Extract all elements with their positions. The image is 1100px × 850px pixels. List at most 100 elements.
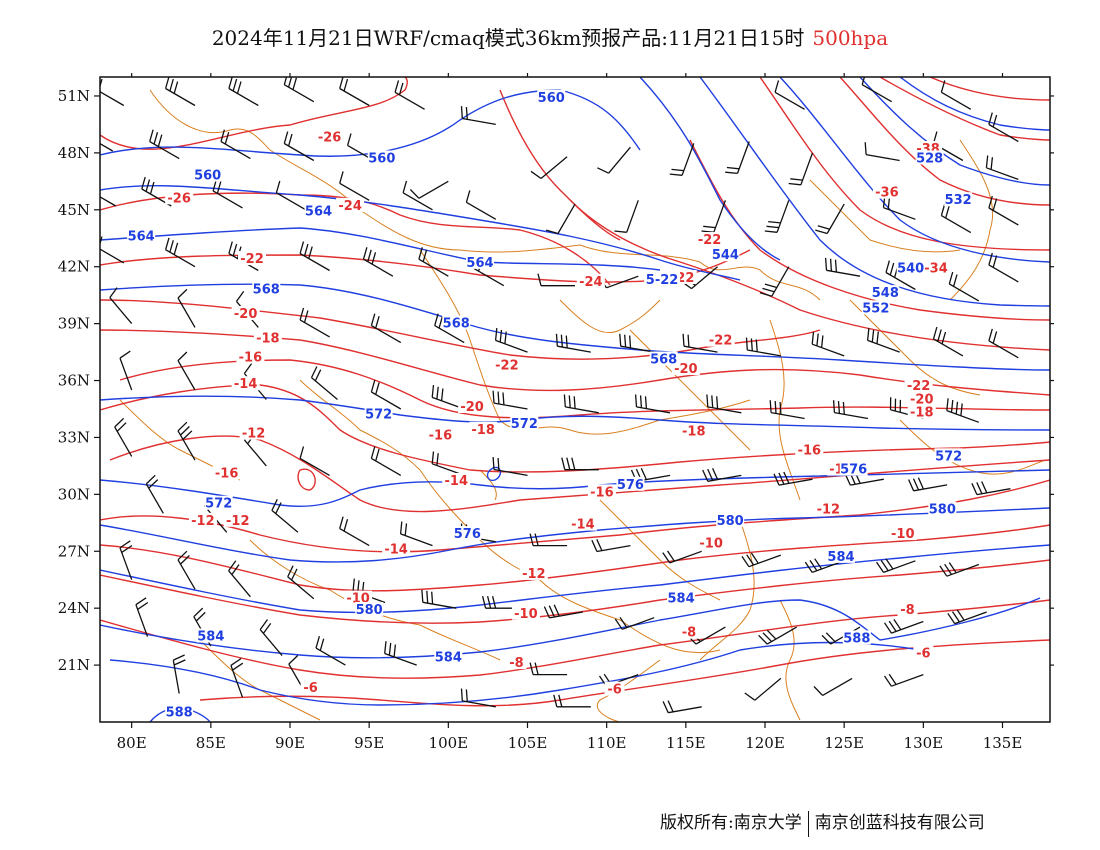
wind-barb — [145, 474, 164, 514]
height-label: 580 — [717, 514, 744, 529]
wind-barb — [706, 394, 742, 414]
wind-barb — [758, 626, 798, 645]
wind-barb — [861, 77, 893, 103]
contour-label-bg — [196, 628, 225, 643]
y-tick-label: 33N — [58, 428, 90, 446]
height-label: 568 — [443, 317, 470, 332]
temperature-label: -16 — [590, 485, 614, 500]
temperature-contour — [100, 77, 408, 150]
wind-barb — [614, 200, 639, 233]
height-label: 564 — [128, 229, 155, 244]
y-axis: 51N 48N 45N 42N 39N 36N 33N 30N 27N 24N 21N — [58, 87, 1054, 674]
y-tick-label: 39N — [58, 315, 90, 333]
wind-barb — [971, 481, 1011, 496]
wind-barb — [725, 141, 750, 175]
wind-barb — [545, 203, 576, 235]
wind-barb — [481, 596, 520, 609]
contour-label-bg — [679, 624, 699, 639]
wind-barb — [409, 180, 449, 199]
wind-barb — [114, 417, 133, 457]
height-contour — [100, 469, 1050, 508]
wind-barb — [384, 641, 417, 666]
wind-barb — [537, 273, 575, 287]
temperature-contour — [499, 89, 621, 241]
wind-barb — [824, 257, 861, 277]
wind-barb — [864, 142, 900, 162]
wind-barb — [614, 616, 655, 630]
temperature-label: -34 — [924, 262, 948, 277]
temperature-label: -10 — [891, 527, 915, 542]
wind-barb — [988, 112, 1019, 143]
x-tick-label: 100E — [429, 734, 469, 752]
height-contour — [100, 544, 1050, 614]
wind-barb — [434, 313, 465, 344]
wind-barb — [543, 604, 584, 619]
title-level: 500hpa — [812, 26, 889, 50]
wind-barb — [394, 80, 425, 110]
contour-label-bg — [695, 232, 724, 247]
wind-barb — [228, 560, 251, 598]
wind-barb — [529, 533, 568, 547]
wind-barb — [885, 260, 916, 291]
height-contour — [100, 507, 1050, 563]
boundary-line — [779, 599, 801, 721]
wind-barb — [135, 597, 149, 637]
height-label: 580 — [356, 603, 383, 618]
contour-label-bg — [492, 357, 521, 372]
wind-barb — [370, 379, 402, 410]
contour-label-bg — [888, 526, 917, 541]
temperature-label: -22 — [907, 379, 931, 394]
wind-barb — [634, 394, 671, 414]
wind-barb — [662, 700, 702, 714]
wind-barb — [759, 266, 790, 297]
temperature-label: -20 — [234, 307, 258, 322]
contour-label-bg — [568, 516, 597, 531]
wind-barb — [985, 155, 1019, 181]
boundary-line — [269, 149, 701, 263]
height-contour — [486, 466, 502, 482]
boundary-line — [559, 299, 661, 334]
temperature-label: -10 — [514, 607, 538, 622]
wind-barb — [946, 398, 980, 423]
boundary-line — [249, 539, 501, 661]
temperature-contour — [100, 524, 1050, 592]
height-label: 568 — [253, 282, 280, 297]
height-label: 584 — [435, 650, 462, 665]
boundary-line — [849, 299, 981, 396]
contour-label-bg — [426, 427, 455, 442]
height-label: 528 — [916, 151, 943, 166]
contour-label-bg — [649, 351, 678, 366]
wind-barb — [669, 143, 695, 176]
wind-barb — [889, 397, 924, 420]
temperature-label: -18 — [256, 332, 280, 347]
y-tick-label: 48N — [58, 144, 90, 162]
wind-barb — [402, 180, 433, 211]
plot-frame — [99, 76, 1051, 723]
temperature-label: -6 — [607, 683, 621, 698]
height-label: 576 — [840, 463, 867, 478]
boundary-line — [479, 469, 497, 501]
contour-label-bg — [519, 565, 548, 580]
boundary-line — [299, 379, 421, 471]
wind-barb — [553, 694, 591, 708]
height-label: 576 — [617, 478, 644, 493]
wind-barb — [465, 190, 497, 220]
height-label: 5-22 — [646, 273, 679, 288]
wind-barb — [815, 203, 845, 235]
company-text: 南京创蓝科技有限公司 — [814, 813, 985, 833]
wind-barb — [172, 654, 186, 694]
wind-barb — [283, 77, 315, 103]
x-tick-label: 130E — [904, 734, 944, 752]
contour-label-bg — [711, 247, 740, 262]
height-label: 584 — [197, 630, 224, 645]
contour-label-bg — [434, 649, 463, 664]
wind-barb — [299, 307, 330, 338]
temperature-label: -22 — [495, 358, 519, 373]
wind-barb — [339, 171, 370, 201]
contour-label-bg — [315, 129, 344, 144]
height-contour — [100, 185, 741, 281]
height-label: 584 — [668, 592, 695, 607]
contour-label-bg — [587, 484, 616, 499]
contour-label-bg — [252, 281, 281, 296]
